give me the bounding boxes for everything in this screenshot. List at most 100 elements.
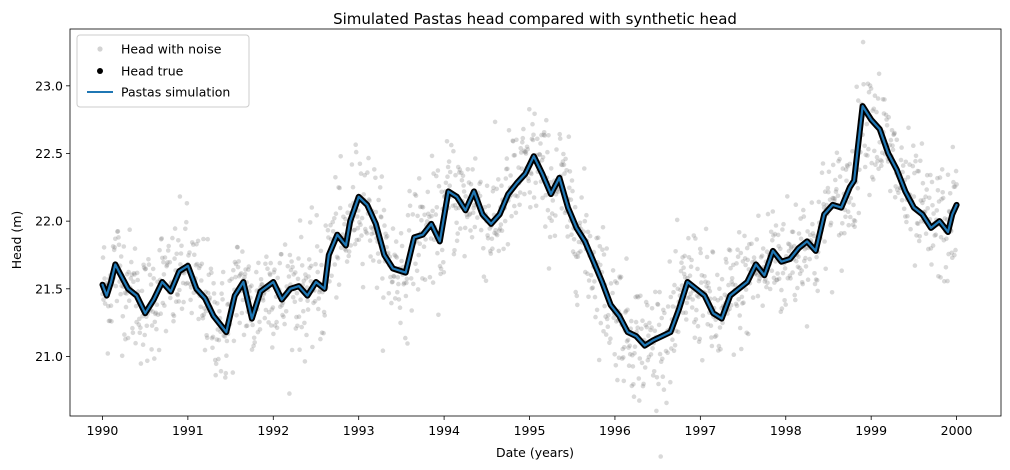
noise-point: [289, 347, 295, 353]
noise-point: [209, 270, 214, 276]
noise-point: [672, 282, 677, 288]
noise-point: [871, 106, 877, 112]
y-tick-label: 22.0: [35, 214, 63, 229]
noise-point: [699, 280, 704, 285]
noise-point: [393, 253, 399, 259]
noise-point: [950, 144, 956, 150]
noise-point: [243, 323, 249, 329]
noise-point: [131, 279, 136, 285]
noise-point: [674, 217, 680, 223]
noise-point: [798, 236, 804, 242]
noise-point: [626, 363, 632, 369]
noise-point: [691, 233, 697, 238]
noise-point: [561, 151, 566, 157]
noise-point: [613, 363, 619, 368]
noise-point: [574, 254, 579, 260]
noise-point: [139, 288, 145, 294]
noise-point: [242, 271, 248, 277]
noise-point: [544, 117, 549, 123]
noise-point: [305, 298, 310, 304]
noise-point: [367, 238, 373, 243]
noise-point: [486, 203, 492, 209]
noise-point: [427, 214, 432, 220]
noise-point: [805, 229, 810, 234]
noise-point: [281, 314, 286, 320]
noise-point: [625, 337, 631, 343]
noise-point: [787, 242, 792, 247]
noise-point: [894, 137, 900, 143]
x-tick-label: 1991: [172, 423, 204, 438]
noise-point: [410, 212, 416, 217]
noise-point: [124, 272, 130, 277]
noise-point: [917, 234, 922, 239]
noise-point: [203, 308, 209, 314]
noise-point: [316, 306, 321, 312]
noise-point: [231, 267, 236, 273]
noise-point: [173, 299, 179, 305]
noise-point: [386, 291, 392, 296]
noise-point: [631, 382, 636, 387]
noise-point: [873, 162, 878, 167]
noise-point: [174, 291, 180, 297]
noise-point: [302, 359, 308, 364]
noise-point: [469, 235, 475, 240]
noise-point: [755, 272, 760, 278]
noise-point: [738, 250, 744, 256]
noise-point: [786, 248, 792, 254]
noise-point: [396, 297, 402, 302]
noise-point: [814, 278, 820, 283]
noise-point: [429, 153, 435, 159]
noise-point: [519, 166, 525, 171]
noise-point: [285, 263, 291, 269]
noise-point: [372, 167, 377, 172]
noise-point: [152, 356, 157, 361]
noise-point: [110, 244, 116, 249]
noise-point: [396, 281, 401, 287]
noise-point: [760, 246, 766, 251]
noise-point: [526, 178, 531, 184]
noise-point: [151, 276, 156, 281]
noise-point: [218, 368, 224, 374]
noise-point: [623, 310, 628, 315]
noise-point: [680, 255, 685, 260]
noise-point: [430, 280, 436, 285]
noise-point: [230, 370, 236, 375]
noise-point: [622, 345, 627, 350]
noise-point: [560, 162, 565, 168]
noise-point: [443, 180, 449, 186]
noise-point: [882, 97, 887, 102]
noise-point: [481, 274, 487, 280]
noise-point: [520, 140, 525, 145]
noise-point: [270, 305, 276, 310]
noise-point: [855, 185, 861, 191]
noise-point: [731, 262, 736, 268]
noise-point: [649, 306, 655, 311]
noise-point: [164, 263, 169, 269]
noise-point: [762, 279, 768, 284]
noise-point: [431, 171, 436, 176]
noise-point: [607, 340, 612, 346]
noise-point: [123, 304, 129, 310]
noise-point: [262, 315, 268, 321]
noise-point: [720, 320, 725, 326]
noise-point: [770, 238, 775, 243]
noise-point: [627, 351, 633, 357]
noise-point: [779, 306, 785, 311]
noise-point: [585, 229, 591, 235]
noise-point: [598, 320, 604, 326]
noise-point: [952, 184, 958, 189]
noise-point: [533, 180, 538, 186]
noise-point: [183, 226, 188, 232]
noise-point: [522, 149, 528, 155]
noise-point: [928, 246, 934, 251]
noise-point: [314, 213, 320, 218]
noise-point: [171, 313, 177, 319]
noise-point: [575, 254, 581, 259]
noise-point: [131, 271, 137, 276]
noise-point: [314, 244, 320, 249]
noise-point: [319, 262, 324, 268]
noise-point: [671, 348, 677, 354]
noise-point: [713, 333, 719, 338]
noise-point: [586, 278, 592, 283]
noise-point: [830, 195, 835, 201]
